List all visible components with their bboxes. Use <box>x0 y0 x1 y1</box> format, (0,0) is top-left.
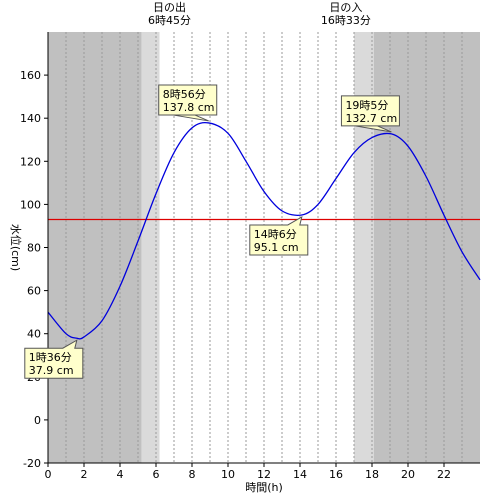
x-tick-label: 6 <box>153 468 160 481</box>
data-point <box>227 133 228 134</box>
data-point <box>76 338 77 339</box>
sun-event-time: 16時33分 <box>321 14 371 27</box>
x-tick-label: 2 <box>81 468 88 481</box>
x-tick-label: 8 <box>189 468 196 481</box>
data-point <box>407 146 408 147</box>
x-tick-label: 12 <box>257 468 271 481</box>
data-point <box>461 251 462 252</box>
callout-level: 37.9 cm <box>29 364 74 377</box>
data-point <box>191 127 192 128</box>
data-point <box>281 210 282 211</box>
data-point <box>317 204 318 205</box>
callout-time: 8時56分 <box>163 88 206 101</box>
sun-event-title: 日の出 <box>153 0 186 14</box>
y-tick-label: 0 <box>34 414 41 427</box>
data-point <box>173 152 174 153</box>
y-tick-label: 160 <box>20 69 41 82</box>
data-point <box>83 336 84 337</box>
data-point <box>119 286 120 287</box>
x-tick-label: 22 <box>437 468 451 481</box>
data-point <box>301 214 302 215</box>
x-tick-labels: 0 2 4 6 8 10 12 14 16 18 20 22 <box>45 468 452 481</box>
callout-box <box>24 339 84 379</box>
data-point <box>335 178 336 179</box>
callout-level: 95.1 cm <box>254 241 299 254</box>
callout-time: 1時36分 <box>29 351 72 364</box>
callout-level: 132.7 cm <box>345 112 397 125</box>
y-tick-label: 120 <box>20 155 41 168</box>
y-tick-label: 100 <box>20 198 41 211</box>
data-point <box>371 137 372 138</box>
x-axis-title: 時間(h) <box>245 481 283 494</box>
data-point <box>208 122 209 123</box>
data-point <box>479 279 480 280</box>
x-tick-label: 10 <box>221 468 235 481</box>
x-tick-label: 14 <box>293 468 307 481</box>
y-tick-labels: -20020406080100120140160 <box>20 69 41 470</box>
y-tick-label: 40 <box>27 328 41 341</box>
y-tick-label: -20 <box>23 457 41 470</box>
x-tick-label: 20 <box>401 468 415 481</box>
data-point <box>425 176 426 177</box>
callout-time: 19時5分 <box>345 99 388 112</box>
plot-frame <box>44 32 480 467</box>
callout-time: 14時6分 <box>254 228 297 241</box>
x-tick-label: 4 <box>117 468 124 481</box>
callout-box <box>249 215 309 256</box>
data-point <box>137 240 138 241</box>
data-point <box>263 191 264 192</box>
callout-box <box>340 95 400 133</box>
data-point <box>391 133 392 134</box>
data-point <box>65 333 66 334</box>
sun-event-title: 日の入 <box>329 1 362 14</box>
water-level-series <box>47 121 481 340</box>
y-tick-label: 80 <box>27 242 41 255</box>
data-point <box>443 215 444 216</box>
y-axis-title: 水位(cm) <box>9 224 23 271</box>
water-level-line <box>47 121 481 340</box>
callout-box <box>158 84 218 122</box>
data-point <box>155 193 156 194</box>
data-point <box>101 320 102 321</box>
callout-level: 137.8 cm <box>163 101 215 114</box>
twilight-band <box>141 32 160 463</box>
y-tick-label: 60 <box>27 285 41 298</box>
data-point <box>245 161 246 162</box>
x-tick-label: 18 <box>365 468 379 481</box>
x-tick-label: 0 <box>45 468 52 481</box>
y-tick-label: 140 <box>20 112 41 125</box>
data-point <box>353 152 354 153</box>
x-tick-label: 16 <box>329 468 343 481</box>
night-band <box>48 32 142 463</box>
sun-event-time: 6時45分 <box>148 14 191 27</box>
